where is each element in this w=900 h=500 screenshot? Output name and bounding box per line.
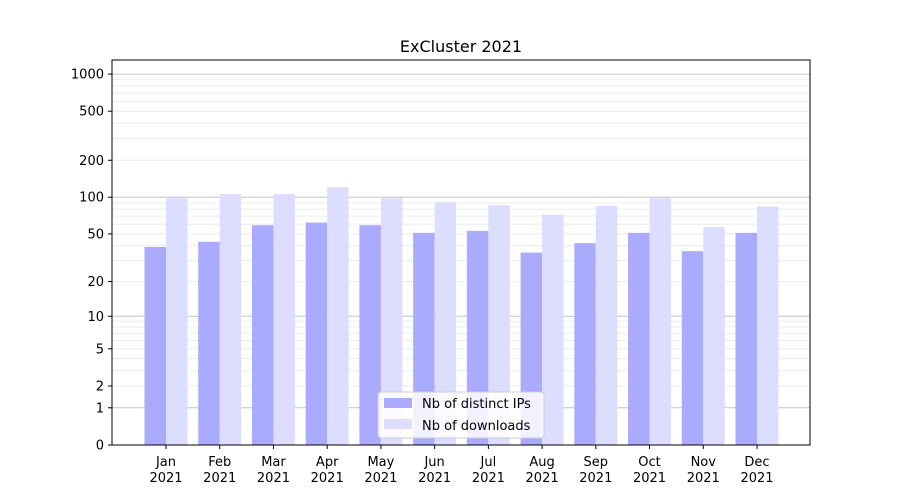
y-tick-label: 200 <box>79 154 104 169</box>
x-tick-label-month: Feb <box>208 455 231 470</box>
bar-downloads-may <box>380 198 403 445</box>
bar-ips-jul <box>466 230 489 445</box>
bar-downloads-nov <box>703 226 725 445</box>
legend-label-ips: Nb of distinct IPs <box>422 397 531 412</box>
bar-downloads-jun <box>434 202 457 445</box>
x-tick-label-month: Dec <box>744 455 769 470</box>
y-tick-label: 5 <box>96 342 104 357</box>
y-tick-label: 10 <box>87 310 104 325</box>
x-tick-label-year: 2021 <box>257 471 290 486</box>
bar-ips-sep <box>574 243 596 445</box>
x-tick-label-year: 2021 <box>149 471 182 486</box>
bar-downloads-mar <box>273 194 295 445</box>
bar-ips-jan <box>144 246 166 445</box>
bar-downloads-feb <box>219 194 242 445</box>
y-tick-label: 50 <box>87 227 104 242</box>
x-tick-label-month: Jul <box>480 455 497 470</box>
y-axis: 0 1 2 5 10 20 50 100 200 500 1000 <box>71 68 112 454</box>
x-tick-label-month: Oct <box>638 455 660 470</box>
bar-downloads-aug <box>542 214 564 445</box>
y-tick-label: 20 <box>87 275 104 290</box>
y-tick-label: 1 <box>96 401 104 416</box>
x-tick-label-month: Jan <box>155 455 176 470</box>
x-tick-label-year: 2021 <box>740 471 773 486</box>
bar-downloads-dec <box>757 206 779 445</box>
bar-downloads-jul <box>488 205 510 445</box>
bar-ips-apr <box>305 222 328 445</box>
bar-ips-mar <box>251 225 274 445</box>
x-tick-label-month: Apr <box>316 455 339 470</box>
y-tick-label: 0 <box>96 439 104 454</box>
legend-swatch-ips <box>384 398 412 408</box>
x-tick-label-year: 2021 <box>472 471 505 486</box>
legend-swatch-downloads <box>384 419 412 429</box>
x-tick-label-year: 2021 <box>633 471 666 486</box>
bar-ips-oct <box>628 232 650 445</box>
x-axis: Jan2021Feb2021Mar2021Apr2021May2021Jun20… <box>149 445 774 486</box>
legend-label-downloads: Nb of downloads <box>422 419 531 434</box>
bar-downloads-apr <box>327 187 349 446</box>
bar-ips-feb <box>198 241 220 445</box>
chart-title: ExCluster 2021 <box>400 37 522 56</box>
x-tick-label-year: 2021 <box>579 471 612 486</box>
x-tick-label-year: 2021 <box>203 471 236 486</box>
x-tick-label-month: May <box>367 455 394 470</box>
plot-area <box>111 59 811 446</box>
y-tick-label: 1000 <box>71 68 104 83</box>
x-tick-label-month: Sep <box>584 455 609 470</box>
x-tick-label-year: 2021 <box>687 471 720 486</box>
y-tick-label: 100 <box>79 191 104 206</box>
x-tick-label-month: Aug <box>529 455 554 470</box>
x-tick-label-month: Jun <box>423 455 444 470</box>
legend-box <box>377 391 545 439</box>
legend: Nb of distinct IPs Nb of downloads <box>377 391 545 439</box>
y-tick-label: 500 <box>79 105 104 120</box>
x-tick-label-year: 2021 <box>526 471 559 486</box>
x-tick-label-month: Mar <box>261 455 286 470</box>
y-tick-label: 2 <box>96 380 104 395</box>
x-tick-label-year: 2021 <box>418 471 451 486</box>
bar-downloads-oct <box>649 198 672 445</box>
bar-ips-may <box>359 225 381 445</box>
bar-ips-nov <box>681 251 704 445</box>
x-tick-label-year: 2021 <box>311 471 344 486</box>
x-tick-label-month: Nov <box>691 455 717 470</box>
bar-ips-dec <box>735 232 757 445</box>
bar-downloads-jan <box>166 198 188 445</box>
bar-downloads-sep <box>595 205 618 445</box>
x-tick-label-year: 2021 <box>364 471 397 486</box>
